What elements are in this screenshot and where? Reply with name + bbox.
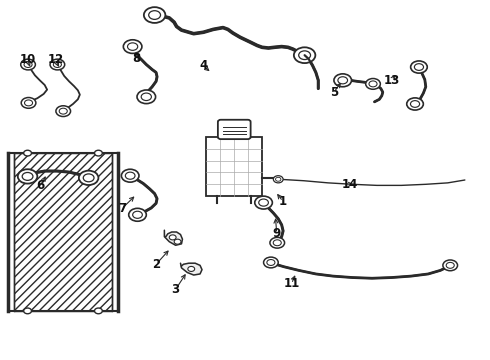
Circle shape <box>95 150 102 156</box>
Circle shape <box>188 266 195 271</box>
Circle shape <box>366 78 380 89</box>
Circle shape <box>294 47 316 63</box>
Circle shape <box>122 169 139 182</box>
Circle shape <box>95 308 102 314</box>
Text: 11: 11 <box>283 278 299 291</box>
Circle shape <box>273 176 283 183</box>
Circle shape <box>21 59 35 70</box>
Text: 10: 10 <box>20 53 36 66</box>
Circle shape <box>79 171 98 185</box>
Circle shape <box>174 239 181 244</box>
Circle shape <box>407 98 423 110</box>
Circle shape <box>123 40 142 53</box>
Text: 13: 13 <box>384 74 400 87</box>
Circle shape <box>137 90 156 104</box>
Text: 14: 14 <box>342 178 358 191</box>
FancyBboxPatch shape <box>218 120 250 139</box>
Text: 12: 12 <box>48 53 64 66</box>
Circle shape <box>144 7 165 23</box>
Text: 7: 7 <box>118 202 126 215</box>
Circle shape <box>24 150 31 156</box>
Circle shape <box>50 59 65 70</box>
Text: 5: 5 <box>330 86 338 99</box>
Text: 4: 4 <box>199 59 208 72</box>
Circle shape <box>270 237 285 248</box>
Polygon shape <box>180 263 202 275</box>
Circle shape <box>443 260 458 271</box>
Polygon shape <box>164 230 182 245</box>
Circle shape <box>129 208 147 221</box>
Text: 9: 9 <box>272 227 281 240</box>
Bar <box>14 153 112 311</box>
Circle shape <box>18 169 37 184</box>
Circle shape <box>169 235 176 240</box>
Bar <box>14 153 112 311</box>
Text: 2: 2 <box>152 258 160 271</box>
Circle shape <box>21 98 36 108</box>
Circle shape <box>24 308 31 314</box>
Text: 3: 3 <box>172 283 180 296</box>
Circle shape <box>264 257 278 268</box>
Text: 1: 1 <box>279 195 287 208</box>
Circle shape <box>411 61 427 73</box>
Circle shape <box>255 196 272 209</box>
Text: 6: 6 <box>37 179 45 192</box>
Circle shape <box>334 74 351 87</box>
Circle shape <box>56 106 71 117</box>
Text: 8: 8 <box>132 52 141 65</box>
FancyBboxPatch shape <box>206 137 262 196</box>
